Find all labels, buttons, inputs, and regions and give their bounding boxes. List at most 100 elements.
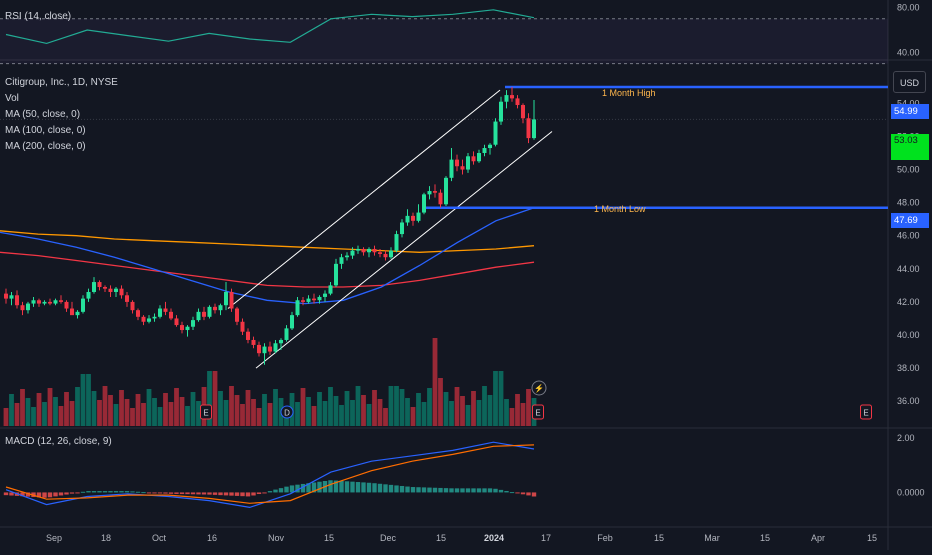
volume-bar [157,407,163,426]
volume-bar [449,401,454,426]
candle-body [20,305,25,311]
dividend-marker [280,405,294,419]
macd-histogram-bar [328,480,333,493]
macd-histogram-bar [80,491,86,493]
volume-bar [465,405,471,426]
month-high-annotation: 1 Month High [602,88,656,98]
ma50-label: MA (50, close, 0) [5,109,81,120]
macd-histogram-bar [196,492,201,495]
time-tick-label: 15 [324,533,334,543]
volume-bar [240,404,245,426]
candle-body [119,288,124,296]
volume-bar [410,407,416,426]
candle-body [312,298,316,301]
volume-bar [421,402,427,426]
time-tick-label: 15 [436,533,446,543]
volume-bar [300,388,306,426]
macd-histogram-bar [383,484,388,493]
price-tick-label: 36.00 [897,396,920,406]
volume-bar [218,391,223,426]
volume-bar [306,397,311,426]
volume-bar [454,387,460,426]
candle-body [433,191,437,193]
volume-bar [14,403,20,426]
candle-body [488,144,492,149]
candle-body [284,328,289,340]
macd-histogram-bar [212,492,218,495]
candle-body [103,287,107,289]
volume-bar [64,392,69,426]
ma100-line [0,251,535,288]
macd-histogram-bar [487,488,493,493]
macd-histogram-bar [366,482,372,493]
candle-body [345,255,349,258]
candle-body [229,291,234,309]
macd-histogram-bar [405,486,410,493]
candle-body [251,339,256,345]
macd-histogram-bar [377,483,383,493]
candle-body [268,346,272,352]
high-price-tag: 54.99 [891,104,929,119]
candle-body [213,306,217,311]
volume-bar [372,390,377,426]
volume-bar [31,407,36,426]
month-low-annotation: 1 Month Low [594,204,646,214]
volume-bar [394,386,399,426]
candle-body [152,316,157,319]
rsi-tick-label: 40.00 [897,47,920,57]
volume-bar [229,386,234,426]
volume-bar [383,408,388,426]
macd-histogram-bar [372,483,377,493]
candle-body [510,95,514,99]
volume-bar [212,371,218,426]
macd-histogram-bar [267,491,273,493]
macd-histogram-bar [427,487,432,493]
volume-bar [58,406,64,426]
macd-histogram-bar [207,492,212,495]
macd-histogram-bar [515,492,520,494]
rsi-tick-label: 80.00 [897,3,920,13]
volume-bar [141,403,146,426]
candle-body [361,248,366,253]
macd-histogram-bar [454,488,460,493]
volume-bar [251,399,256,426]
candle-body [328,285,333,294]
candle-body [350,250,355,256]
macd-histogram-bar [273,489,278,493]
price-tick-label: 46.00 [897,231,920,241]
candle-body [477,153,481,162]
volume-bar [69,401,75,426]
macd-histogram-bar [229,492,234,496]
volume-bar [322,401,328,426]
volume-bar [416,393,421,426]
macd-histogram-bar [289,485,295,493]
macd-histogram-bar [201,492,207,495]
macd-histogram-bar [388,484,394,493]
volume-bar [328,387,333,426]
volume-bar [482,386,487,426]
macd-histogram-bar [124,491,130,493]
candle-body [15,295,19,306]
candle-body [499,101,503,122]
macd-histogram-bar [47,492,53,498]
macd-histogram-bar [223,492,229,496]
candle-body [449,159,454,178]
currency-button[interactable]: USD [893,71,926,93]
volume-bar [311,406,317,426]
macd-histogram-bar [256,492,262,495]
volume-bar [427,388,432,426]
volume-bar [207,371,212,426]
volume-bar [256,408,262,426]
volume-bar [102,386,108,426]
candle-body [136,310,140,317]
macd-signal-line [5,444,535,504]
macd-histogram-bar [58,492,64,496]
volume-bar [493,371,498,426]
candle-body [4,293,8,299]
volume-bar [487,395,493,426]
volume-bar [53,397,58,426]
candle-body [301,300,305,302]
time-tick-label: Mar [704,533,720,543]
macd-histogram-bar [119,491,124,493]
